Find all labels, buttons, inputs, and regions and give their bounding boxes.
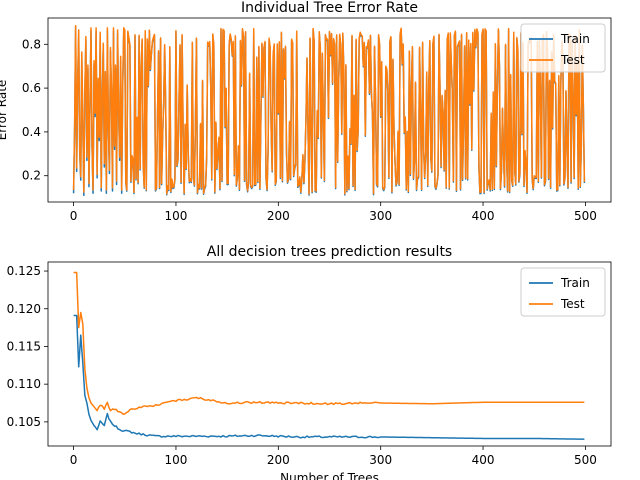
x-tick-label: 300 bbox=[369, 209, 392, 223]
legend-label-train: Train bbox=[560, 276, 590, 290]
x-axis-label: Number of Trees bbox=[280, 471, 379, 480]
x-tick-label: 200 bbox=[267, 453, 290, 467]
y-tick-label: 0.110 bbox=[7, 377, 41, 391]
x-tick-label: 0 bbox=[70, 209, 78, 223]
y-tick-label: 0.8 bbox=[22, 37, 41, 51]
series-line-train bbox=[73, 314, 585, 440]
series-line-test bbox=[73, 271, 585, 415]
y-tick-label: 0.115 bbox=[7, 339, 41, 353]
chart-title: Individual Tree Error Rate bbox=[241, 0, 418, 16]
y-tick-label: 0.125 bbox=[7, 264, 41, 278]
y-tick-label: 0.105 bbox=[7, 415, 41, 429]
x-tick-label: 0 bbox=[70, 453, 78, 467]
x-tick-label: 500 bbox=[574, 209, 597, 223]
series-group bbox=[72, 24, 586, 197]
y-axis-label: Error Rate bbox=[0, 80, 9, 141]
x-tick-label: 100 bbox=[165, 453, 188, 467]
chart-top: Individual Tree Error Rate 0 100 200 300 400 5… bbox=[0, 0, 612, 223]
series-group bbox=[73, 271, 585, 440]
y-tick-label: 0.4 bbox=[22, 125, 41, 139]
y-tick-label: 0.2 bbox=[22, 169, 41, 183]
x-tick-label: 100 bbox=[165, 209, 188, 223]
legend: Train Test bbox=[520, 267, 606, 317]
x-tick-label: 200 bbox=[267, 209, 290, 223]
legend-label-test: Test bbox=[560, 297, 585, 311]
x-tick-label: 400 bbox=[472, 209, 495, 223]
chart-title: All decision trees prediction results bbox=[207, 244, 452, 260]
plot-frame bbox=[47, 17, 612, 203]
x-tick-label: 500 bbox=[574, 453, 597, 467]
x-tick-label: 400 bbox=[472, 453, 495, 467]
chart-bottom: All decision trees prediction results 0 10… bbox=[7, 244, 612, 480]
legend-label-test: Test bbox=[560, 53, 585, 67]
legend-label-train: Train bbox=[560, 32, 590, 46]
y-tick-label: 0.120 bbox=[7, 302, 41, 316]
x-tick-label: 300 bbox=[369, 453, 392, 467]
series-line-test bbox=[72, 24, 586, 195]
legend: Train Test bbox=[520, 23, 606, 73]
y-tick-label: 0.6 bbox=[22, 81, 41, 95]
plot-frame bbox=[47, 261, 612, 447]
